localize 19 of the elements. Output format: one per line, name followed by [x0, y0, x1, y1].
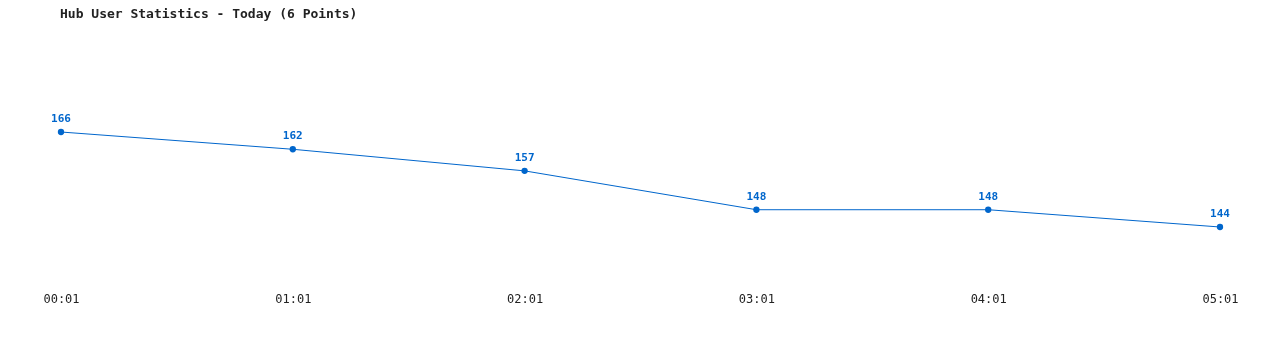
data-label: 166 [51, 112, 72, 125]
chart-title: Hub User Statistics - Today (6 Points) [60, 6, 358, 21]
point [57, 128, 65, 136]
point [985, 206, 992, 213]
point [289, 146, 296, 153]
x-tick-label: 01:01 [275, 291, 312, 306]
data-label: 144 [1210, 207, 1231, 220]
data-label: 162 [282, 129, 303, 143]
data-label: 148 [978, 189, 999, 203]
data-label: 157 [514, 150, 535, 164]
x-tick-label: 00:01 [43, 291, 80, 306]
x-tick-label: 04:01 [970, 291, 1007, 306]
data-label: 148 [746, 189, 767, 203]
x-tick-label: 05:01 [1202, 291, 1239, 306]
point [521, 167, 528, 175]
point [753, 206, 760, 213]
point [1216, 223, 1224, 231]
x-tick-label: 02:01 [507, 291, 544, 306]
x-tick-label: 03:01 [738, 291, 775, 306]
